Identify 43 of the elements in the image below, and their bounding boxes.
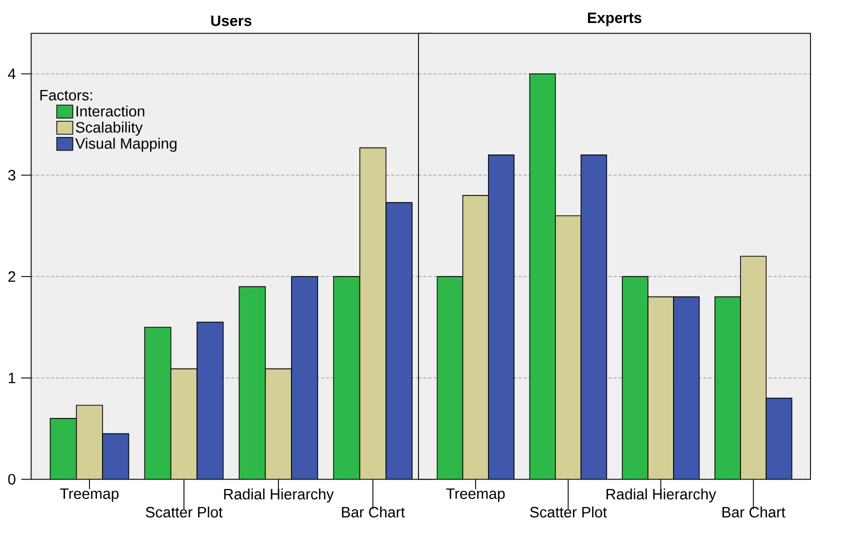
y-tick-label: 2 [8, 271, 16, 282]
x-tick-label: Treemap [446, 488, 505, 502]
y-tick-label: 4 [8, 68, 16, 79]
x-tick-label: Bar Chart [342, 506, 405, 518]
bar [333, 276, 360, 480]
chart-title: Experts [588, 12, 642, 26]
bar [170, 368, 198, 480]
y-tick-label: 3 [8, 170, 16, 180]
bar [622, 276, 648, 480]
bar [359, 147, 386, 480]
x-tick-label: Treemap [60, 488, 119, 502]
bar [102, 434, 129, 480]
legend-label: Scalability [76, 122, 143, 136]
x-tick-label: Scatter Plot [530, 506, 607, 518]
bar [530, 74, 556, 480]
x-tick-label: Radial Hierarchy [606, 488, 716, 502]
bar [197, 322, 224, 480]
chart-title: Users [211, 16, 252, 26]
bar [674, 296, 700, 480]
bar [76, 405, 103, 480]
x-tick-label: Radial Hierarchy [224, 488, 334, 502]
bar [437, 276, 463, 480]
bar [740, 256, 767, 480]
bar [766, 398, 792, 480]
y-tick-label: 1 [8, 372, 16, 384]
bar [239, 286, 266, 480]
bar [265, 368, 292, 480]
legend-title: Factors: [40, 90, 92, 100]
bar [462, 195, 488, 480]
bar [555, 216, 582, 480]
legend-label: Visual Mapping [75, 138, 176, 152]
bar [488, 154, 514, 480]
x-tick-label: Scatter Plot [146, 506, 223, 518]
bar [292, 276, 318, 480]
y-tick-label: 0 [8, 474, 16, 485]
bar [648, 296, 674, 480]
bar [386, 202, 413, 480]
bar [581, 154, 607, 480]
bar [50, 418, 76, 480]
legend-label: Interaction [76, 106, 144, 117]
bar [144, 327, 171, 480]
bar [714, 296, 741, 480]
x-tick-label: Bar Chart [722, 506, 786, 518]
